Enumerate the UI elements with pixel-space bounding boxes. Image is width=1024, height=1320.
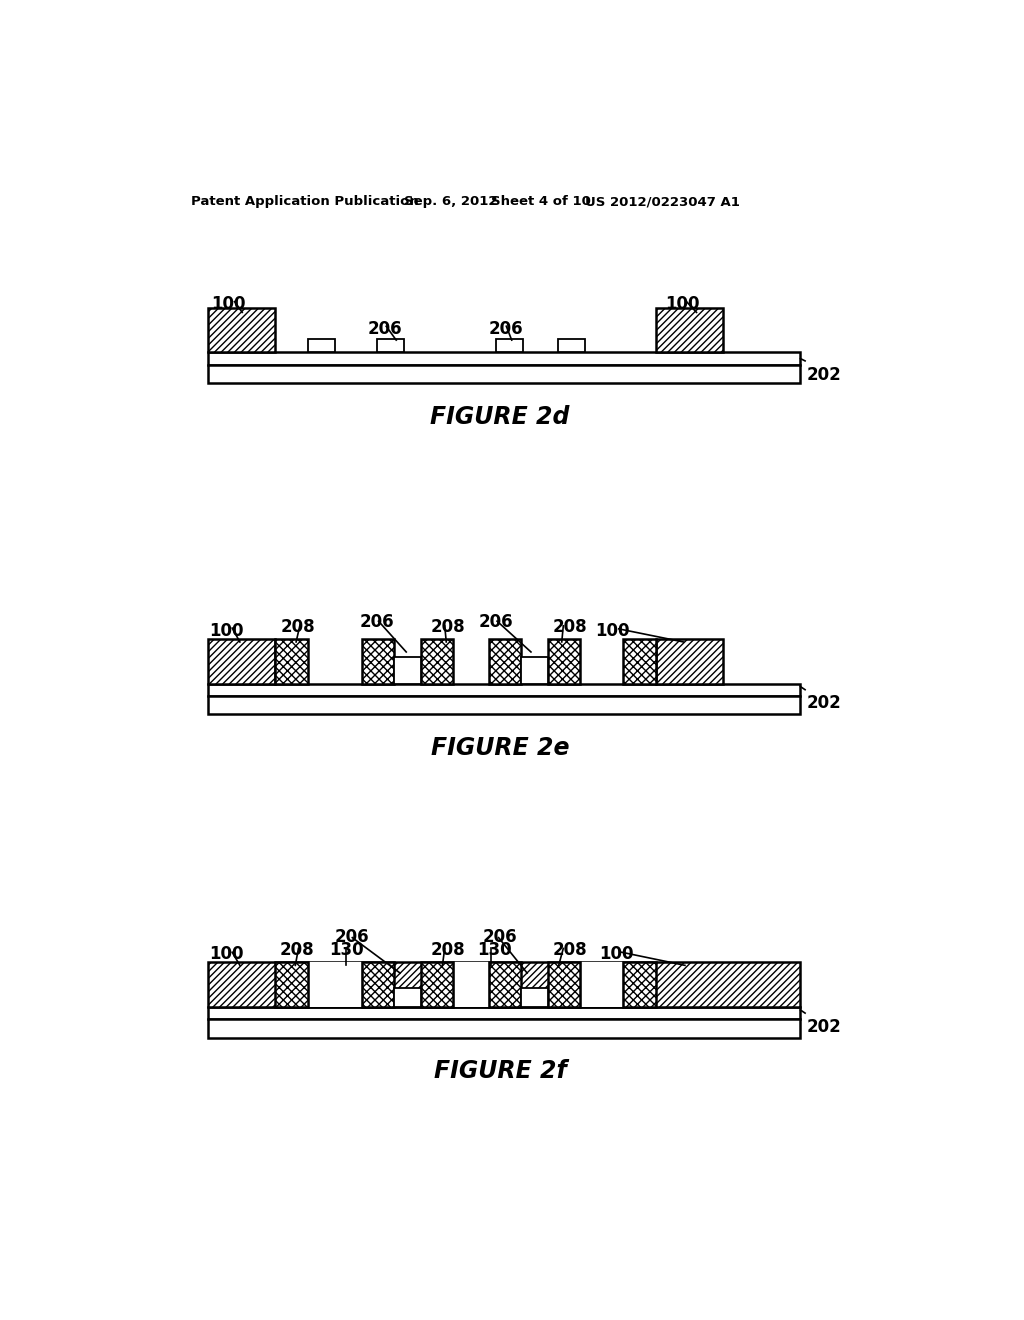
Text: 100: 100: [211, 296, 246, 313]
Text: 100: 100: [599, 945, 633, 964]
Text: 206: 206: [488, 321, 523, 338]
Bar: [521, 989, 548, 1007]
Bar: [558, 339, 585, 352]
Text: 206: 206: [360, 614, 394, 631]
Bar: [488, 962, 521, 1007]
Text: 208: 208: [431, 941, 466, 958]
Text: FIGURE 2e: FIGURE 2e: [431, 737, 569, 760]
Text: 100: 100: [209, 945, 244, 964]
Bar: [488, 639, 521, 684]
Text: 206: 206: [478, 614, 513, 631]
Text: 130: 130: [330, 941, 364, 958]
Bar: [275, 639, 307, 684]
Bar: [624, 962, 655, 1007]
Text: 206: 206: [482, 928, 517, 946]
Text: FIGURE 2d: FIGURE 2d: [430, 405, 569, 429]
Text: Patent Application Publication: Patent Application Publication: [190, 195, 419, 209]
Bar: [497, 339, 523, 352]
Bar: [421, 962, 454, 1007]
Text: 208: 208: [280, 941, 313, 958]
Bar: [361, 962, 394, 1007]
Bar: [624, 639, 655, 684]
Text: 208: 208: [553, 618, 587, 636]
Text: Sep. 6, 2012: Sep. 6, 2012: [403, 195, 498, 209]
Bar: [421, 639, 454, 684]
Bar: [208, 352, 801, 364]
Text: 202: 202: [807, 694, 842, 713]
Bar: [655, 308, 724, 352]
Text: 130: 130: [477, 941, 512, 958]
Bar: [655, 639, 724, 684]
Bar: [394, 657, 421, 684]
Text: 202: 202: [807, 1018, 842, 1036]
Bar: [208, 308, 275, 352]
Bar: [208, 1007, 801, 1019]
Bar: [208, 639, 275, 684]
Text: 100: 100: [596, 622, 630, 640]
Bar: [208, 684, 801, 696]
Text: 206: 206: [335, 928, 370, 946]
Bar: [208, 962, 801, 1007]
Text: 202: 202: [807, 367, 842, 384]
Bar: [454, 962, 488, 1007]
Bar: [361, 639, 394, 684]
Bar: [208, 696, 801, 714]
Bar: [208, 1019, 801, 1038]
Bar: [548, 962, 581, 1007]
Text: 206: 206: [368, 321, 402, 338]
Text: Sheet 4 of 10: Sheet 4 of 10: [490, 195, 591, 209]
Text: US 2012/0223047 A1: US 2012/0223047 A1: [585, 195, 739, 209]
Bar: [521, 657, 548, 684]
Text: 100: 100: [209, 622, 244, 640]
Bar: [548, 639, 581, 684]
Bar: [307, 962, 361, 1007]
Bar: [307, 339, 335, 352]
Text: 208: 208: [281, 618, 315, 636]
Text: 100: 100: [665, 296, 699, 313]
Text: 208: 208: [553, 941, 587, 958]
Bar: [581, 962, 624, 1007]
Text: 208: 208: [431, 618, 466, 636]
Text: FIGURE 2f: FIGURE 2f: [434, 1059, 566, 1084]
Bar: [377, 339, 403, 352]
Bar: [208, 364, 801, 383]
Bar: [275, 962, 307, 1007]
Bar: [394, 989, 421, 1007]
